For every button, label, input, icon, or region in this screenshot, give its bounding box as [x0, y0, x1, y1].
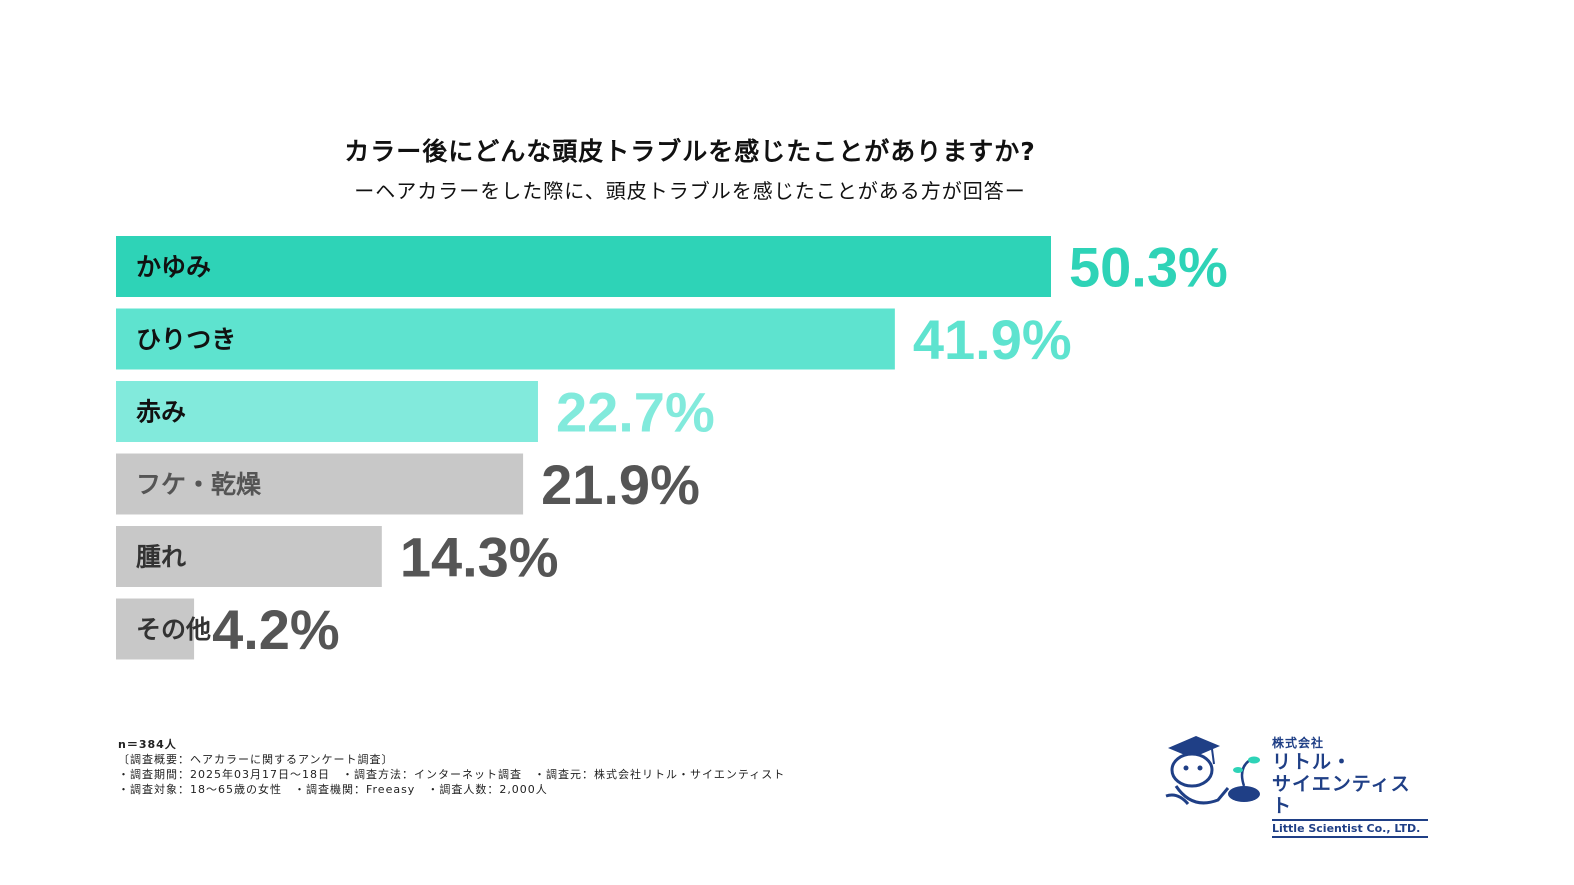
sample-size: n＝384人: [118, 738, 177, 751]
category-label-3: フケ・乾燥: [136, 470, 262, 499]
footnote-line: ・調査期間：2025年03月17日〜18日 ・調査方法：インターネット調査 ・調…: [118, 768, 786, 781]
footnote-line: ・調査対象：18〜65歳の女性 ・調査機関：Freeasy ・調査人数：2,00…: [118, 783, 548, 796]
value-label-4: 14.3%: [400, 526, 559, 589]
category-label-4: 腫れ: [136, 543, 186, 572]
chart-title: カラー後にどんな頭皮トラブルを感じたことがありますか?: [344, 137, 1036, 166]
chart-subtitle: ーヘアカラーをした際に、頭皮トラブルを感じたことがある方が回答ー: [354, 179, 1026, 203]
scientist-mascot-icon: [1165, 736, 1260, 805]
value-label-1: 41.9%: [913, 308, 1072, 371]
category-label-5: その他: [136, 615, 211, 644]
logo-english-name: Little Scientist Co., LTD.: [1272, 819, 1428, 838]
bar-4: [116, 526, 382, 587]
survey-footnote: n＝384人 〔調査概要：ヘアカラーに関するアンケート調査〕 ・調査期間：202…: [118, 737, 785, 797]
company-logo: 株式会社 リトル・ サイエンティスト Little Scientist Co.,…: [1158, 730, 1428, 838]
category-label-2: 赤み: [136, 398, 186, 427]
category-label-0: かゆみ: [136, 253, 211, 282]
value-label-5: 4.2%: [212, 598, 340, 661]
logo-name-line2: サイエンティスト: [1272, 773, 1411, 817]
bar-0: [116, 236, 1051, 297]
bar-1: [116, 308, 895, 370]
bar-3: [116, 453, 524, 515]
bar-5: [116, 598, 195, 660]
value-label-0: 50.3%: [1069, 236, 1228, 299]
logo-name-line1: リトル・: [1272, 751, 1353, 773]
value-label-2: 22.7%: [556, 381, 715, 444]
value-label-3: 21.9%: [541, 453, 700, 516]
logo-company-prefix: 株式会社: [1272, 736, 1325, 750]
bar-2: [116, 381, 538, 442]
footnote-line: 〔調査概要：ヘアカラーに関するアンケート調査〕: [118, 753, 394, 766]
category-label-1: ひりつき: [136, 325, 236, 354]
